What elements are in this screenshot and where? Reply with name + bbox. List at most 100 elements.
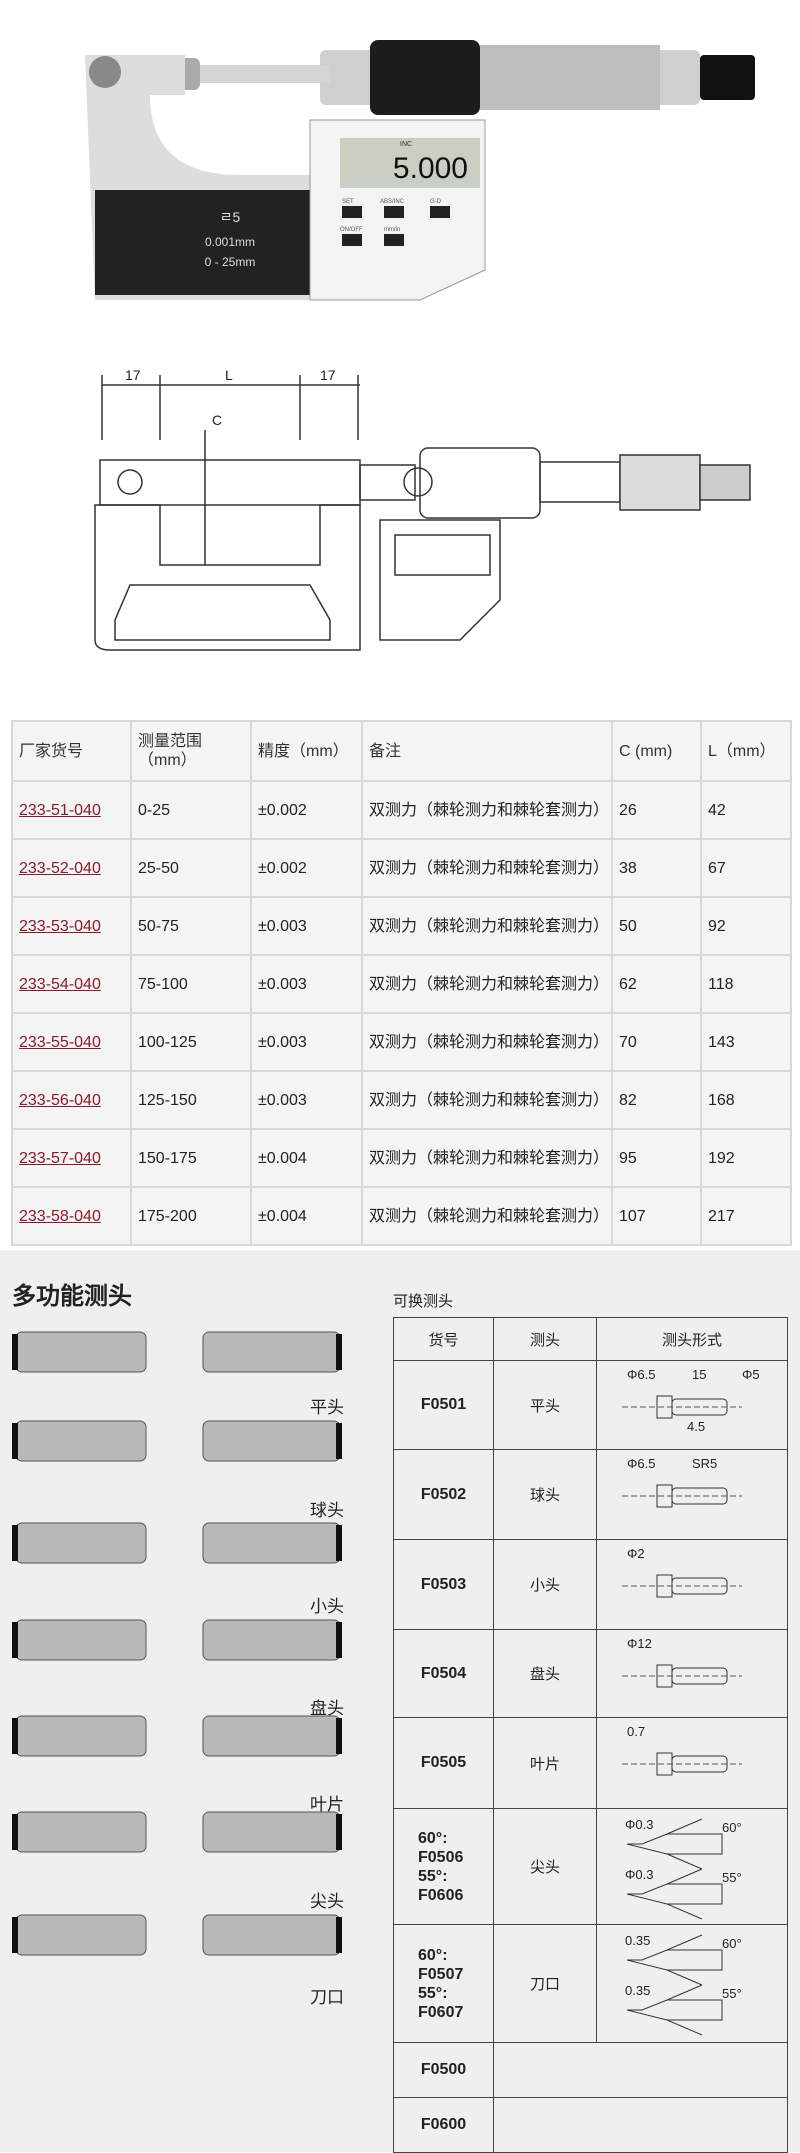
table-row: 233-58-040 175-200 ±0.004 双测力（棘轮测力和棘轮套测力…	[11, 1186, 792, 1246]
tip-diagram: 0.7	[622, 1724, 742, 1776]
accuracy-cell: ±0.003	[250, 1012, 363, 1072]
code-cell: 60°: F0507 55°: F0607	[393, 1924, 494, 2043]
table-row: F0505 叶片 0.7	[393, 1717, 788, 1809]
range-cell: 25-50	[130, 838, 252, 898]
svg-text:0.7: 0.7	[627, 1724, 645, 1739]
note-cell: 双测力（棘轮测力和棘轮套测力）	[361, 1012, 613, 1072]
table-row: 233-57-040 150-175 ±0.004 双测力（棘轮测力和棘轮套测力…	[11, 1128, 792, 1188]
l-cell: 217	[700, 1186, 792, 1246]
tip-rod-left	[15, 1619, 147, 1661]
table-row: 233-54-040 75-100 ±0.003 双测力（棘轮测力和棘轮套测力）…	[11, 954, 792, 1014]
gd-button[interactable]	[430, 206, 450, 218]
svg-text:Φ6.5: Φ6.5	[627, 1456, 655, 1471]
c-cell: 50	[611, 896, 702, 956]
part-link[interactable]: 233-55-040	[19, 1033, 101, 1051]
range-cell: 0-25	[130, 780, 252, 840]
code-cell: F0504	[393, 1629, 494, 1718]
l-cell: 92	[700, 896, 792, 956]
form-cell: 0.35 60° 0.35 55°	[596, 1924, 788, 2043]
tip-rod-right	[202, 1715, 341, 1757]
svg-text:15: 15	[692, 1367, 706, 1382]
tips-title: 多功能测头	[12, 1282, 132, 1310]
technical-drawing: 17 L 17 C	[94, 367, 751, 651]
tip-label: 盘头	[310, 1699, 344, 1719]
l-cell: 192	[700, 1128, 792, 1188]
svg-text:Φ6.5: Φ6.5	[627, 1367, 655, 1382]
accuracy-cell: ±0.003	[250, 1070, 363, 1130]
table-row: F0500	[393, 2042, 788, 2098]
tip-diagram: Φ12	[622, 1636, 742, 1688]
part-link[interactable]: 233-58-040	[19, 1207, 101, 1225]
table-row: 233-56-040 125-150 ±0.003 双测力（棘轮测力和棘轮套测力…	[11, 1070, 792, 1130]
on-off-button[interactable]	[342, 234, 362, 246]
tip-label: 尖头	[310, 1892, 344, 1912]
form-cell: 0.7	[596, 1717, 788, 1809]
tip-rod-right	[202, 1914, 341, 1956]
accuracy-cell: ±0.002	[250, 780, 363, 840]
tip-diagram: Φ6.5 SR5	[622, 1456, 742, 1508]
accuracy-cell: ±0.003	[250, 954, 363, 1014]
tip-label: 球头	[310, 1501, 344, 1521]
form-cell: Φ0.3 60° Φ0.3 55°	[596, 1808, 788, 1925]
resolution-label: 0.001mm	[205, 235, 255, 249]
name-cell: 叶片	[493, 1717, 597, 1809]
svg-text:L: L	[225, 367, 233, 383]
c-cell: 70	[611, 1012, 702, 1072]
tip-rod-right	[202, 1420, 341, 1462]
svg-text:ON/OFF: ON/OFF	[340, 227, 363, 233]
name-cell: 尖头	[493, 1808, 597, 1925]
form-cell: Φ12	[596, 1629, 788, 1718]
code-cell: F0500	[393, 2042, 494, 2098]
abs-inc-button[interactable]	[384, 206, 404, 218]
tip-rod-right	[202, 1522, 341, 1564]
c-cell: 38	[611, 838, 702, 898]
note-cell: 双测力（棘轮测力和棘轮套测力）	[361, 838, 613, 898]
tip-diagram: Φ6.5 15 Φ5 4.5	[622, 1367, 760, 1434]
code-cell: 60°: F0506 55°: F0606	[393, 1808, 494, 1925]
tip-rod-left	[15, 1522, 147, 1564]
part-link[interactable]: 233-53-040	[19, 917, 101, 935]
empty-cell	[493, 2097, 788, 2153]
tip-diagram: 0.35 60° 0.35 55°	[625, 1933, 742, 2036]
svg-text:Φ5: Φ5	[742, 1367, 760, 1382]
part-link[interactable]: 233-54-040	[19, 975, 101, 993]
svg-text:4.5: 4.5	[687, 1419, 705, 1434]
col-l: L（mm）	[700, 720, 792, 782]
tip-diagram: Φ0.3 60° Φ0.3 55°	[625, 1817, 742, 1920]
note-cell: 双测力（棘轮测力和棘轮套测力）	[361, 1186, 613, 1246]
svg-text:0.35: 0.35	[625, 1933, 650, 1948]
svg-text:Φ2: Φ2	[627, 1546, 645, 1561]
replace-table-title: 可换测头	[393, 1292, 454, 1310]
part-link[interactable]: 233-52-040	[19, 859, 101, 877]
table-row: F0600	[393, 2097, 788, 2153]
part-link[interactable]: 233-51-040	[19, 801, 101, 819]
range-cell: 175-200	[130, 1186, 252, 1246]
svg-text:mm/in: mm/in	[384, 227, 400, 233]
svg-text:0.35: 0.35	[625, 1983, 650, 1998]
name-cell: 小头	[493, 1539, 597, 1630]
svg-text:C: C	[212, 412, 222, 428]
code-cell: F0501	[393, 1360, 494, 1450]
range-cell: 75-100	[130, 954, 252, 1014]
col-code: 货号	[393, 1317, 494, 1361]
part-link[interactable]: 233-56-040	[19, 1091, 101, 1109]
c-cell: 62	[611, 954, 702, 1014]
form-cell: Φ6.5 SR5	[596, 1449, 788, 1540]
tip-rod-left	[15, 1715, 147, 1757]
set-button[interactable]	[342, 206, 362, 218]
name-cell: 刀口	[493, 1924, 597, 2043]
tip-rod-left	[15, 1420, 147, 1462]
replace-table: 货号 测头 测头形式 F0501 平头 Φ6.5 15 Φ5 4.5 F0502 球头 Φ6.5…	[393, 1317, 788, 2153]
svg-text:60°: 60°	[722, 1936, 742, 1951]
svg-text:Φ0.3: Φ0.3	[625, 1867, 653, 1882]
svg-text:17: 17	[125, 367, 141, 383]
part-link[interactable]: 233-57-040	[19, 1149, 101, 1167]
mm-in-button[interactable]	[384, 234, 404, 246]
tip-rod-right	[202, 1811, 341, 1853]
tip-label: 小头	[310, 1597, 344, 1617]
note-cell: 双测力（棘轮测力和棘轮套测力）	[361, 954, 613, 1014]
range-cell: 150-175	[130, 1128, 252, 1188]
accuracy-cell: ±0.004	[250, 1186, 363, 1246]
table-row: 60°: F0507 55°: F0607 刀口 0.35 60° 0.35 55°	[393, 1924, 788, 2043]
range-cell: 100-125	[130, 1012, 252, 1072]
